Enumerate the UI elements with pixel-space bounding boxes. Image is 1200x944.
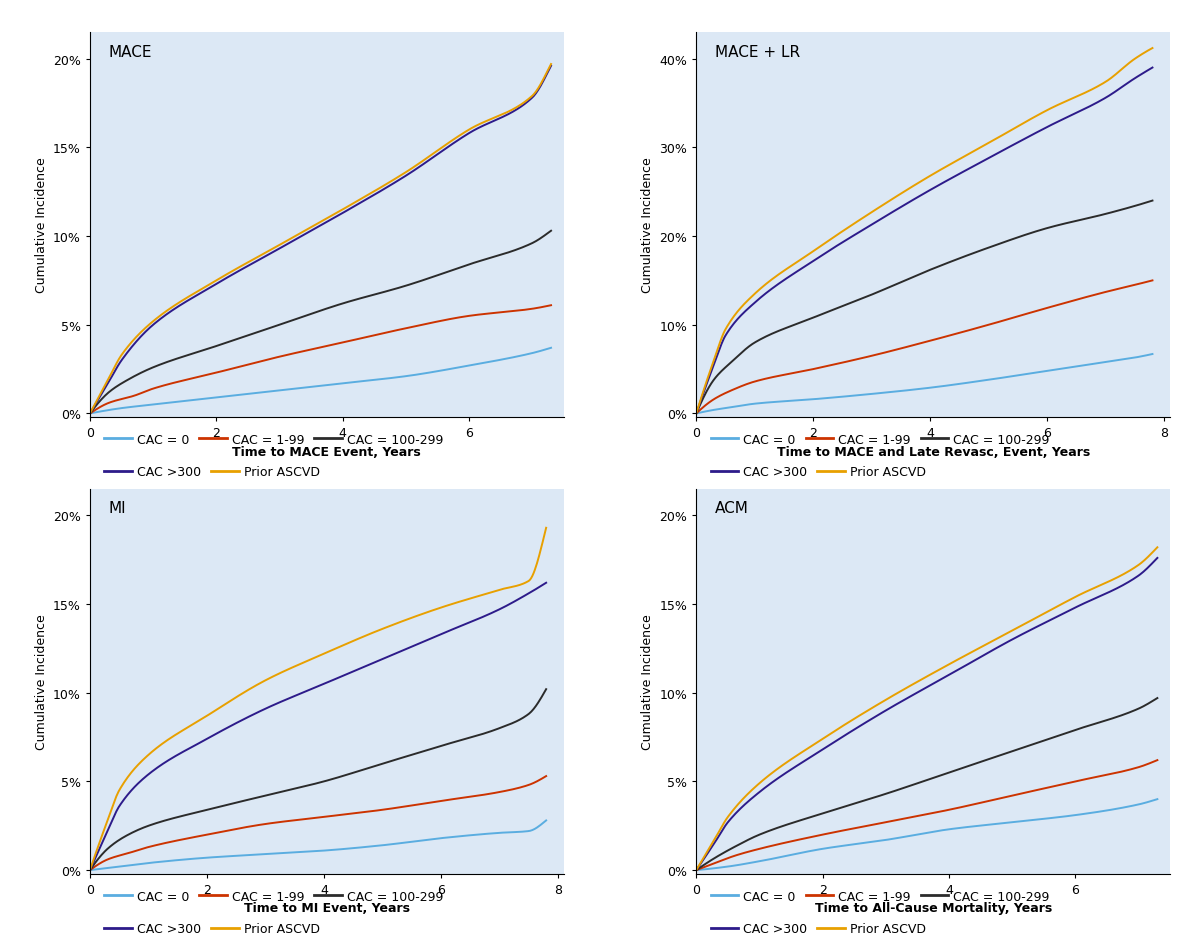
Legend: CAC >300, Prior ASCVD: CAC >300, Prior ASCVD <box>706 917 931 940</box>
X-axis label: Time to All-Cause Mortality, Years: Time to All-Cause Mortality, Years <box>815 902 1051 914</box>
Y-axis label: Cumulative Incidence: Cumulative Incidence <box>35 158 48 293</box>
Text: MACE + LR: MACE + LR <box>715 44 800 59</box>
Text: MI: MI <box>109 500 126 515</box>
Y-axis label: Cumulative Incidence: Cumulative Incidence <box>641 614 654 750</box>
Text: ACM: ACM <box>715 500 749 515</box>
Legend: CAC >300, Prior ASCVD: CAC >300, Prior ASCVD <box>100 917 324 940</box>
X-axis label: Time to MACE and Late Revasc, Event, Years: Time to MACE and Late Revasc, Event, Yea… <box>776 445 1090 458</box>
Text: MACE: MACE <box>109 44 152 59</box>
X-axis label: Time to MACE Event, Years: Time to MACE Event, Years <box>233 445 421 458</box>
Legend: CAC >300, Prior ASCVD: CAC >300, Prior ASCVD <box>100 461 324 484</box>
X-axis label: Time to MI Event, Years: Time to MI Event, Years <box>244 902 410 914</box>
Y-axis label: Cumulative Incidence: Cumulative Incidence <box>35 614 48 750</box>
Y-axis label: Cumulative Incidence: Cumulative Incidence <box>641 158 654 293</box>
Legend: CAC >300, Prior ASCVD: CAC >300, Prior ASCVD <box>706 461 931 484</box>
